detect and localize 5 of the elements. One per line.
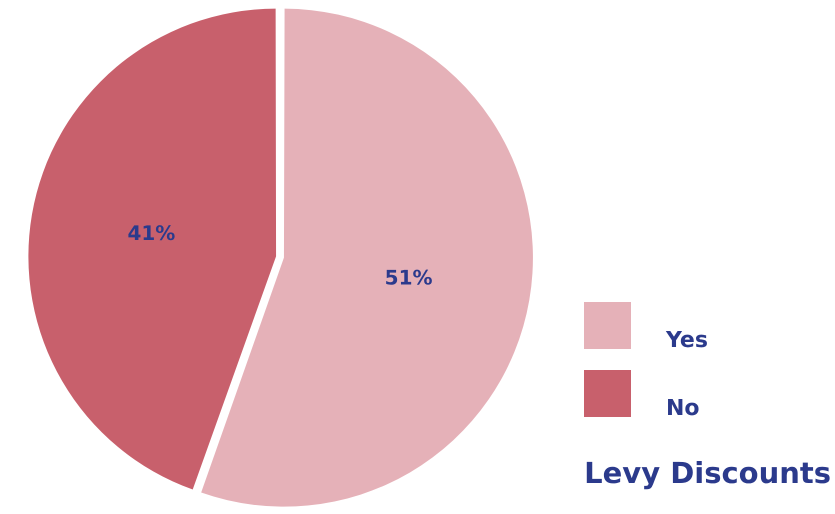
legend-label: Yes <box>666 328 708 353</box>
text: Levy Discounts <box>584 456 831 490</box>
legend-label: No <box>666 396 700 421</box>
data-label: 51% <box>384 265 433 290</box>
data-label: 41% <box>127 221 176 246</box>
